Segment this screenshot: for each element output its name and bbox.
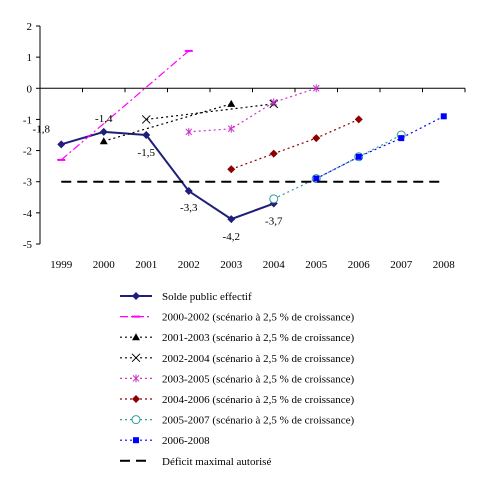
x-tick-label: 2006 (348, 259, 371, 271)
series-line (60, 130, 275, 221)
data-label: -4,2 (223, 231, 240, 243)
data-point (142, 131, 151, 139)
legend-marker (132, 333, 140, 341)
data-point (185, 127, 193, 136)
series-4 (185, 84, 320, 136)
y-tick-label: 2 (27, 21, 33, 33)
series-layer (57, 49, 447, 224)
y-tick-label: 0 (27, 83, 33, 95)
data-point (141, 115, 151, 124)
data-point (99, 127, 108, 136)
x-tick-label: 2005 (305, 259, 328, 271)
legend-marker (131, 415, 141, 425)
legend-item: Déficit maximal autorisé (120, 456, 271, 468)
legend-item: 2001-2003 (scénario à 2,5 % de croissanc… (120, 332, 354, 344)
legend-label: 2002-2004 (scénario à 2,5 % de croissanc… (162, 353, 354, 365)
series-5 (227, 115, 363, 174)
series-2 (99, 99, 236, 145)
series-7 (313, 113, 447, 182)
data-point (227, 165, 236, 174)
data-point (227, 215, 236, 224)
series-line (103, 103, 232, 142)
y-tick-label: -5 (23, 239, 33, 251)
data-label: -3,7 (265, 216, 283, 228)
y-tick-label: 1 (27, 52, 33, 64)
series-1 (57, 49, 193, 161)
legend-label: 2000-2002 (scénario à 2,5 % de croissanc… (162, 312, 354, 324)
legend-item: Solde public effectif (120, 291, 252, 303)
legend-label: 2004-2006 (scénario à 2,5 % de croissanc… (162, 394, 354, 406)
data-label: -1,8 (33, 123, 51, 135)
data-point (398, 135, 405, 142)
data-point (269, 149, 278, 158)
legend-item: 2002-2004 (scénario à 2,5 % de croissanc… (120, 353, 354, 365)
series-0 (57, 127, 278, 224)
legend-item: 2005-2007 (scénario à 2,5 % de croissanc… (120, 415, 354, 427)
legend-item: 2006-2008 (120, 435, 210, 447)
x-tick-label: 2001 (135, 259, 157, 271)
axes: 2 1 0 -1 -2 -3 -4 -5 1999 2000 2001 2002 2003 2004 200… (23, 21, 466, 271)
legend-label: 2005-2007 (scénario à 2,5 % de croissanc… (162, 415, 354, 427)
series-6 (269, 130, 406, 204)
y-tick-label: -2 (23, 146, 32, 158)
legend-label: 2003-2005 (scénario à 2,5 % de croissanc… (162, 373, 354, 385)
data-label: -1,5 (138, 147, 156, 159)
legend-label: Solde public effectif (162, 291, 252, 303)
series-line (188, 87, 317, 133)
series-3 (141, 99, 279, 124)
x-tick-label: 2007 (390, 259, 413, 271)
data-point (312, 134, 321, 143)
series-line (60, 50, 190, 161)
x-tick-label: 2003 (220, 259, 243, 271)
data-point (270, 98, 278, 107)
y-tick-label: -1 (23, 114, 32, 126)
data-point (355, 153, 362, 160)
data-point (99, 137, 108, 145)
data-point (354, 115, 363, 124)
series-line (315, 115, 445, 180)
data-point (440, 113, 447, 120)
marker-stroke (141, 115, 151, 124)
data-point (227, 124, 235, 133)
legend-item: 2004-2006 (scénario à 2,5 % de croissanc… (120, 394, 354, 406)
legend-item: 2003-2005 (scénario à 2,5 % de croissanc… (120, 373, 354, 385)
data-point (312, 84, 320, 93)
data-label: -1,4 (95, 113, 113, 125)
data-point (269, 194, 279, 204)
legend-label: 2001-2003 (scénario à 2,5 % de croissanc… (162, 332, 354, 344)
x-tick-label: 2002 (178, 259, 200, 271)
y-tick-label: -4 (23, 208, 33, 220)
data-point (313, 175, 320, 182)
y-tick-label: -3 (23, 177, 33, 189)
legend-marker (132, 374, 140, 383)
marker-stroke (131, 353, 141, 363)
legend-marker (133, 437, 139, 444)
legend-label: 2006-2008 (162, 435, 210, 447)
data-point (57, 140, 66, 149)
legend-marker (132, 292, 140, 300)
legend-item: 2000-2002 (scénario à 2,5 % de croissanc… (120, 312, 354, 324)
x-tick-label: 1999 (50, 259, 73, 271)
legend-marker (132, 395, 140, 403)
x-tick-label: 2008 (433, 259, 456, 271)
legend-label: Déficit maximal autorisé (162, 456, 271, 468)
x-tick-label: 2000 (93, 259, 116, 271)
data-labels: -1,8 -1,4 -1,5 -3,3 -4,2 -3,7 (33, 113, 283, 243)
series-line (231, 118, 359, 170)
x-tick-label: 2004 (263, 259, 286, 271)
legend-marker (131, 353, 141, 363)
data-point (184, 187, 193, 196)
legend: Solde public effectif 2000-2002 (scénario… (120, 291, 354, 468)
data-label: -3,3 (180, 202, 198, 214)
series-line (273, 134, 402, 200)
data-point (227, 99, 236, 107)
series-line (146, 103, 274, 121)
